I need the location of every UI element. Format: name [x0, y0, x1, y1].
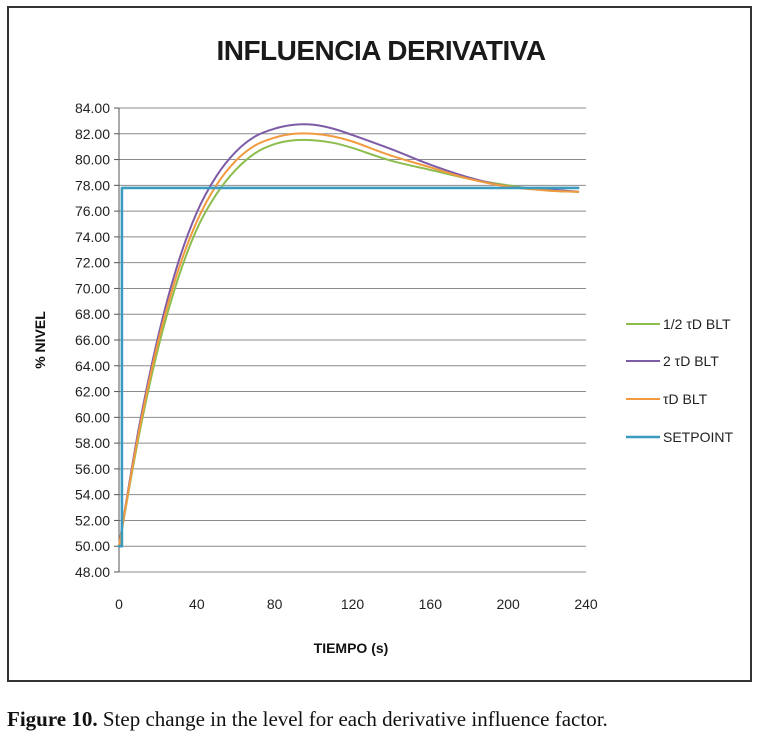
legend-label-2: τD BLT	[663, 391, 708, 407]
y-tick-label-9: 66.00	[75, 332, 110, 348]
line-chart: INFLUENCIA DERIVATIVA % NIVEL TIEMPO (s)…	[32, 35, 733, 656]
y-tick-label-14: 76.00	[75, 203, 110, 219]
series-line-2	[118, 132, 580, 548]
y-tick-label-17: 82.00	[75, 126, 110, 142]
series-lines	[117, 123, 580, 548]
gridlines	[118, 107, 586, 573]
y-tick-label-10: 68.00	[75, 306, 110, 322]
y-axis-label: % NIVEL	[32, 311, 48, 369]
x-axis-ticks: 0 40 80 120 160 200 240	[115, 596, 598, 612]
x-tick-label-2: 80	[267, 596, 283, 612]
legend-label-3: SETPOINT	[663, 429, 733, 445]
y-tick-label-5: 58.00	[75, 435, 110, 451]
y-tick-label-6: 60.00	[75, 409, 110, 425]
y-tick-label-0: 48.00	[75, 564, 110, 580]
x-tick-label-1: 40	[189, 596, 205, 612]
y-tick-label-1: 50.00	[75, 538, 110, 554]
caption-label: Figure 10.	[7, 707, 98, 731]
series-line-0	[118, 138, 580, 548]
y-tick-label-7: 62.00	[75, 384, 110, 400]
y-tick-label-15: 78.00	[75, 177, 110, 193]
chart-title: INFLUENCIA DERIVATIVA	[216, 35, 545, 66]
y-tick-label-2: 52.00	[75, 512, 110, 528]
caption-text: Step change in the level for each deriva…	[97, 707, 608, 731]
x-tick-label-6: 240	[574, 596, 598, 612]
y-tick-label-12: 72.00	[75, 255, 110, 271]
series-line-1	[118, 123, 580, 548]
y-tick-label-11: 70.00	[75, 280, 110, 296]
chart-frame: INFLUENCIA DERIVATIVA % NIVEL TIEMPO (s)…	[7, 6, 752, 682]
y-tick-label-3: 54.00	[75, 487, 110, 503]
y-tick-label-4: 56.00	[75, 461, 110, 477]
figure-caption: Figure 10. Step change in the level for …	[7, 707, 757, 732]
x-tick-label-0: 0	[115, 596, 123, 612]
y-tick-label-16: 80.00	[75, 152, 110, 168]
x-axis-label: TIEMPO (s)	[314, 640, 389, 656]
y-tick-label-8: 64.00	[75, 358, 110, 374]
x-tick-label-5: 200	[496, 596, 520, 612]
legend: 1/2 τD BLT 2 τD BLT τD BLT SETPOINT	[626, 316, 733, 445]
legend-label-0: 1/2 τD BLT	[663, 316, 731, 332]
y-tick-label-13: 74.00	[75, 229, 110, 245]
y-tick-label-18: 84.00	[75, 100, 110, 116]
x-tick-label-4: 160	[419, 596, 443, 612]
series-line-3	[117, 186, 580, 548]
x-tick-label-3: 120	[341, 596, 365, 612]
legend-label-1: 2 τD BLT	[663, 353, 719, 369]
y-axis-ticks: 48.00 50.00 52.00 54.00 56.00 58.00 60.00 62.00…	[75, 100, 119, 580]
